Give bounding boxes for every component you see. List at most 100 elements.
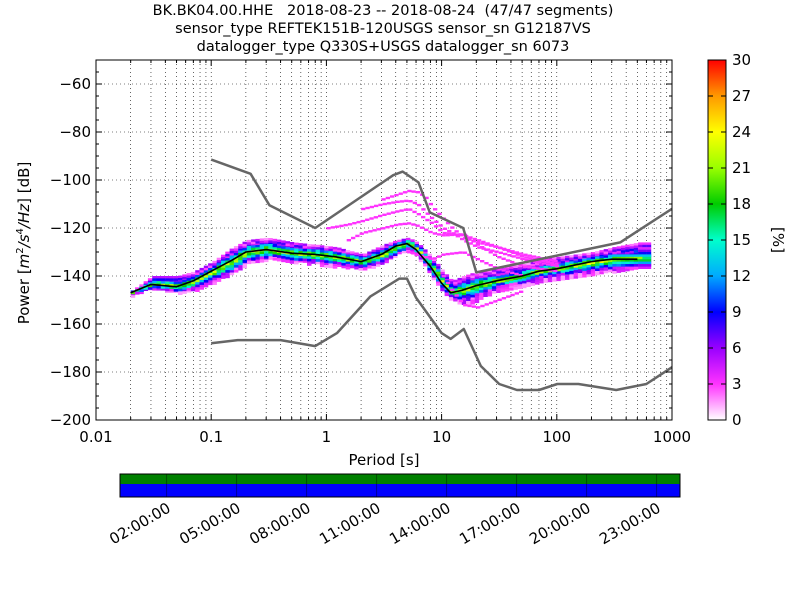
ppsd-cell xyxy=(440,277,445,281)
ppsd-cell xyxy=(470,290,475,293)
ppsd-cell xyxy=(380,262,385,265)
ppsd-cell xyxy=(526,284,531,287)
ppsd-cell xyxy=(199,277,204,281)
ppsd-cell xyxy=(513,270,518,273)
ppsd-cell xyxy=(436,274,441,277)
ppsd-outlier-cell xyxy=(415,224,420,227)
ppsd-cell xyxy=(633,267,639,270)
ppsd-outlier-cell xyxy=(376,228,382,231)
ppsd-cell xyxy=(595,268,600,271)
ppsd-cell xyxy=(625,261,630,265)
ppsd-outlier-cell xyxy=(493,300,498,303)
ppsd-cell xyxy=(152,288,157,291)
ppsd-cell xyxy=(569,268,574,272)
ppsd-cell xyxy=(156,278,161,281)
ppsd-cell xyxy=(556,278,561,282)
ppsd-outlier-cell xyxy=(361,207,366,211)
ppsd-outlier-cell xyxy=(481,247,486,250)
ppsd-cell xyxy=(530,283,536,286)
ppsd-cell xyxy=(629,265,634,269)
ppsd-cell xyxy=(491,274,497,277)
ppsd-cell xyxy=(543,263,548,266)
ppsd-cell xyxy=(289,257,295,261)
ppsd-cell xyxy=(246,245,252,249)
ppsd-cell xyxy=(500,284,505,288)
ppsd-cell xyxy=(487,284,493,287)
ppsd-cell xyxy=(259,240,265,244)
ppsd-cell xyxy=(418,259,424,263)
ppsd-cell xyxy=(590,261,596,265)
ppsd-cell xyxy=(625,259,630,262)
ppsd-outlier-cell xyxy=(432,232,437,235)
ppsd-cell xyxy=(620,256,626,260)
ppsd-cell xyxy=(380,247,385,251)
ppsd-cell xyxy=(608,254,613,258)
ppsd-outlier-cell xyxy=(335,225,340,228)
ppsd-cell xyxy=(212,270,217,274)
ppsd-cell xyxy=(513,287,518,290)
ppsd-cell xyxy=(474,276,480,280)
ppsd-cell xyxy=(328,251,333,254)
ppsd-cell xyxy=(178,292,183,295)
ppsd-cell xyxy=(513,277,518,281)
ppsd-cell xyxy=(186,285,192,289)
ppsd-cell xyxy=(513,268,518,271)
ppsd-cell xyxy=(225,258,230,261)
ppsd-cell xyxy=(182,276,187,280)
ppsd-cell xyxy=(638,254,643,257)
ppsd-cell xyxy=(509,266,514,269)
ppsd-cell xyxy=(147,284,153,288)
ppsd-cell xyxy=(590,271,596,274)
ppsd-cell xyxy=(612,271,617,274)
ppsd-cell xyxy=(577,269,583,272)
ppsd-cell xyxy=(405,240,411,243)
ppsd-cell xyxy=(186,288,192,291)
ppsd-cell xyxy=(560,261,566,264)
ppsd-cell xyxy=(491,291,497,294)
ppsd-cell xyxy=(268,240,273,243)
ppsd-cell xyxy=(431,277,437,281)
ppsd-outlier-cell xyxy=(480,242,485,245)
ppsd-cell xyxy=(311,246,316,250)
ppsd-cell xyxy=(199,282,204,285)
ppsd-cell xyxy=(259,246,265,250)
ppsd-cell xyxy=(633,247,639,251)
ppsd-cell xyxy=(423,260,428,264)
ppsd-cell xyxy=(203,275,209,278)
ppsd-cell xyxy=(633,264,639,267)
timeline-tick-label: 08:00:00 xyxy=(246,499,313,548)
ppsd-cell xyxy=(238,265,243,269)
ppsd-cell xyxy=(238,257,243,261)
ppsd-cell xyxy=(233,267,239,271)
ppsd-cell xyxy=(276,252,282,256)
ppsd-cell xyxy=(526,277,531,280)
ppsd-outlier-cell xyxy=(467,304,472,308)
ppsd-cell xyxy=(285,256,290,260)
ppsd-cell xyxy=(289,244,295,247)
ppsd-cell xyxy=(208,280,213,283)
colorbar-tick-label: 24 xyxy=(732,123,751,141)
ppsd-cell xyxy=(629,267,634,271)
ppsd-cell xyxy=(212,282,217,285)
ppsd-outlier-cell xyxy=(554,262,559,265)
ppsd-cell xyxy=(375,259,381,262)
ppsd-cell xyxy=(216,263,222,266)
ppsd-outlier-cell xyxy=(424,228,429,231)
ppsd-cell xyxy=(195,284,200,288)
ppsd-cell xyxy=(539,278,544,281)
ppsd-cell xyxy=(642,244,647,248)
ppsd-outlier-cell xyxy=(537,261,542,264)
ppsd-cell xyxy=(212,275,217,278)
ppsd-outlier-cell xyxy=(550,264,555,267)
ppsd-cell xyxy=(556,271,561,274)
ppsd-cell xyxy=(165,278,170,281)
ppsd-cell xyxy=(457,284,462,288)
ppsd-cell xyxy=(143,287,149,290)
ppsd-cell xyxy=(350,257,355,261)
ppsd-cell xyxy=(371,249,376,253)
ppsd-cell xyxy=(620,254,626,257)
ppsd-outlier-cell xyxy=(441,234,446,237)
ppsd-cell xyxy=(612,268,617,272)
ppsd-cell xyxy=(229,260,235,263)
ppsd-cell xyxy=(255,244,260,248)
